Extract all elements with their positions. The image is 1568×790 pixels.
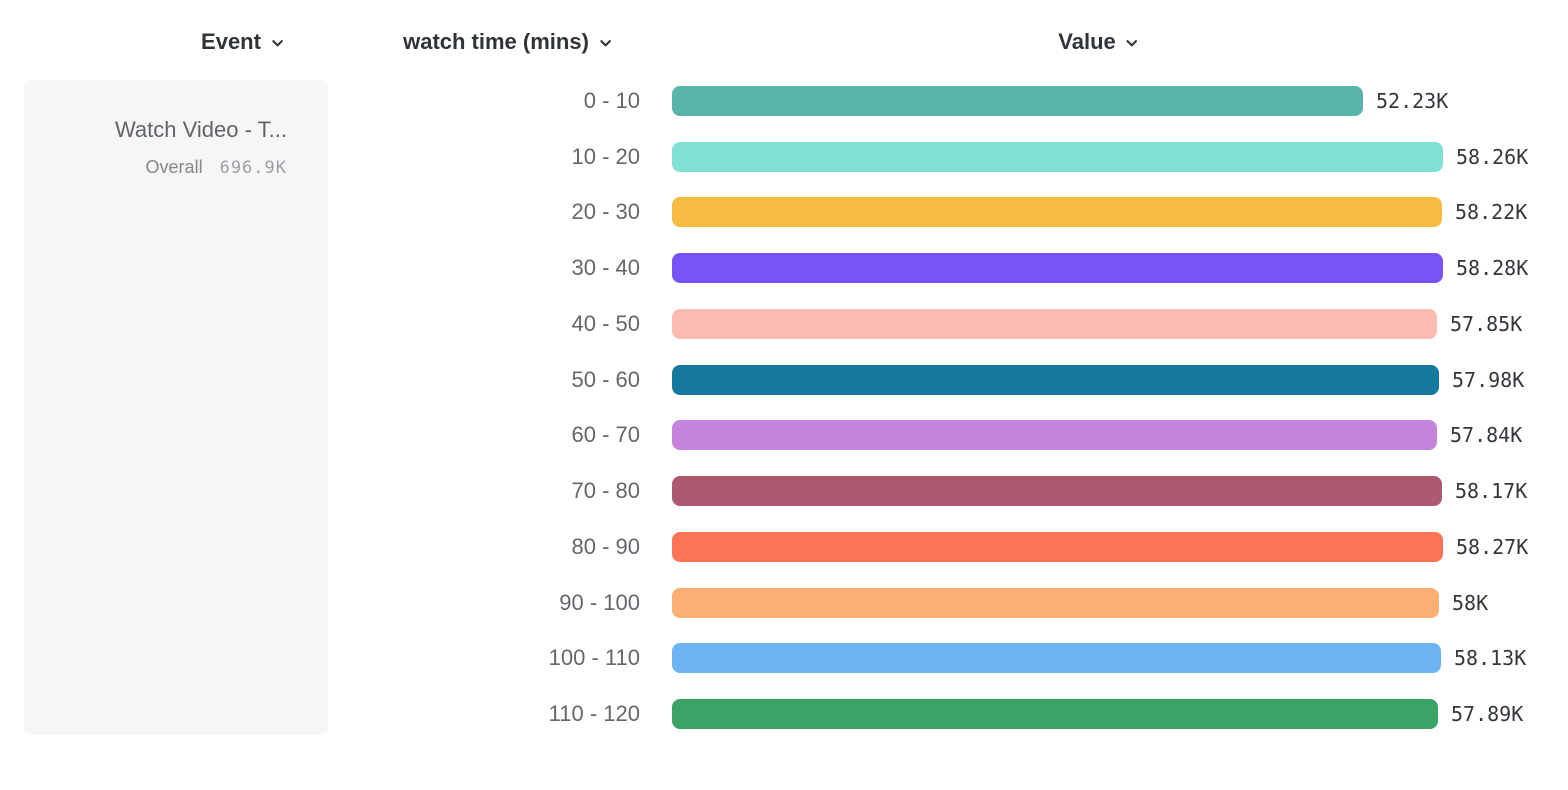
- value-bar[interactable]: [672, 86, 1363, 116]
- value-label: 58.28K: [1456, 256, 1529, 280]
- chart-row: 30 - 40 58.28K: [0, 253, 1568, 283]
- bucket-label: 70 - 80: [571, 478, 641, 503]
- bucket-label: 30 - 40: [571, 255, 641, 280]
- value-bar[interactable]: [672, 588, 1439, 618]
- value-label: 57.85K: [1450, 312, 1523, 336]
- bucket-label: 40 - 50: [571, 311, 641, 336]
- value-label: 52.23K: [1376, 89, 1449, 113]
- bucket-label: 10 - 20: [571, 144, 641, 169]
- value-label: 57.98K: [1452, 368, 1525, 392]
- bucket-label: 50 - 60: [571, 367, 641, 392]
- value-label: 57.84K: [1450, 423, 1523, 447]
- value-label: 58.22K: [1455, 200, 1528, 224]
- chart-row: 110 - 120 57.89K: [0, 699, 1568, 729]
- chart-row: 100 - 110 58.13K: [0, 643, 1568, 673]
- chart-row: 10 - 20 58.26K: [0, 142, 1568, 172]
- value-bar[interactable]: [672, 365, 1439, 395]
- value-column-label: Value: [1058, 29, 1116, 54]
- bar-chart: 0 - 10 52.23K 10 - 20 58.26K 20 - 30 58.…: [0, 86, 1568, 736]
- event-card-text: Watch Video - T... Overall 696.9K: [115, 116, 287, 180]
- value-bar[interactable]: [672, 476, 1442, 506]
- chart-row: 80 - 90 58.27K: [0, 532, 1568, 562]
- breakdown-column-dropdown[interactable]: watch time (mins): [403, 28, 613, 56]
- bucket-label: 0 - 10: [583, 88, 640, 113]
- event-column-label: Event: [201, 29, 261, 54]
- event-name: Watch Video - T...: [114, 117, 287, 142]
- chart-row: 70 - 80 58.17K: [0, 476, 1568, 506]
- value-bar[interactable]: [672, 197, 1442, 227]
- chart-row: 90 - 100 58K: [0, 588, 1568, 618]
- value-label: 58.27K: [1456, 535, 1529, 559]
- chevron-down-icon: [272, 40, 283, 47]
- chart-row: 50 - 60 57.98K: [0, 365, 1568, 395]
- value-bar[interactable]: [672, 532, 1443, 562]
- value-label: 58.26K: [1456, 145, 1529, 169]
- value-bar[interactable]: [672, 699, 1438, 729]
- breakdown-column-label: watch time (mins): [403, 29, 589, 54]
- value-label: 57.89K: [1451, 702, 1524, 726]
- chevron-down-icon: [600, 40, 611, 47]
- value-bar[interactable]: [672, 309, 1437, 339]
- value-label: 58.17K: [1455, 479, 1528, 503]
- overall-label: Overall: [145, 157, 203, 177]
- overall-value: 696.9K: [219, 158, 287, 178]
- chart-row: 60 - 70 57.84K: [0, 420, 1568, 450]
- value-bar[interactable]: [672, 142, 1443, 172]
- chevron-down-icon: [1126, 40, 1138, 47]
- chart-row: 40 - 50 57.85K: [0, 309, 1568, 339]
- bucket-label: 110 - 120: [548, 701, 640, 726]
- bucket-label: 20 - 30: [571, 199, 641, 224]
- bucket-label: 100 - 110: [548, 645, 640, 670]
- value-bar[interactable]: [672, 643, 1441, 673]
- chart-row: 20 - 30 58.22K: [0, 197, 1568, 227]
- chart-row: 0 - 10 52.23K: [0, 86, 1568, 116]
- event-card[interactable]: Watch Video - T... Overall 696.9K: [24, 80, 328, 735]
- bucket-label: 90 - 100: [559, 590, 640, 615]
- event-column-dropdown[interactable]: Event: [201, 28, 285, 56]
- value-label: 58.13K: [1454, 646, 1527, 670]
- bucket-label: 60 - 70: [571, 422, 641, 447]
- value-column-dropdown[interactable]: Value: [1058, 28, 1139, 56]
- bucket-label: 80 - 90: [571, 534, 641, 559]
- value-label: 58K: [1452, 591, 1489, 615]
- value-bar[interactable]: [672, 420, 1437, 450]
- event-overall-row: Overall 696.9K: [115, 155, 287, 180]
- value-bar[interactable]: [672, 253, 1443, 283]
